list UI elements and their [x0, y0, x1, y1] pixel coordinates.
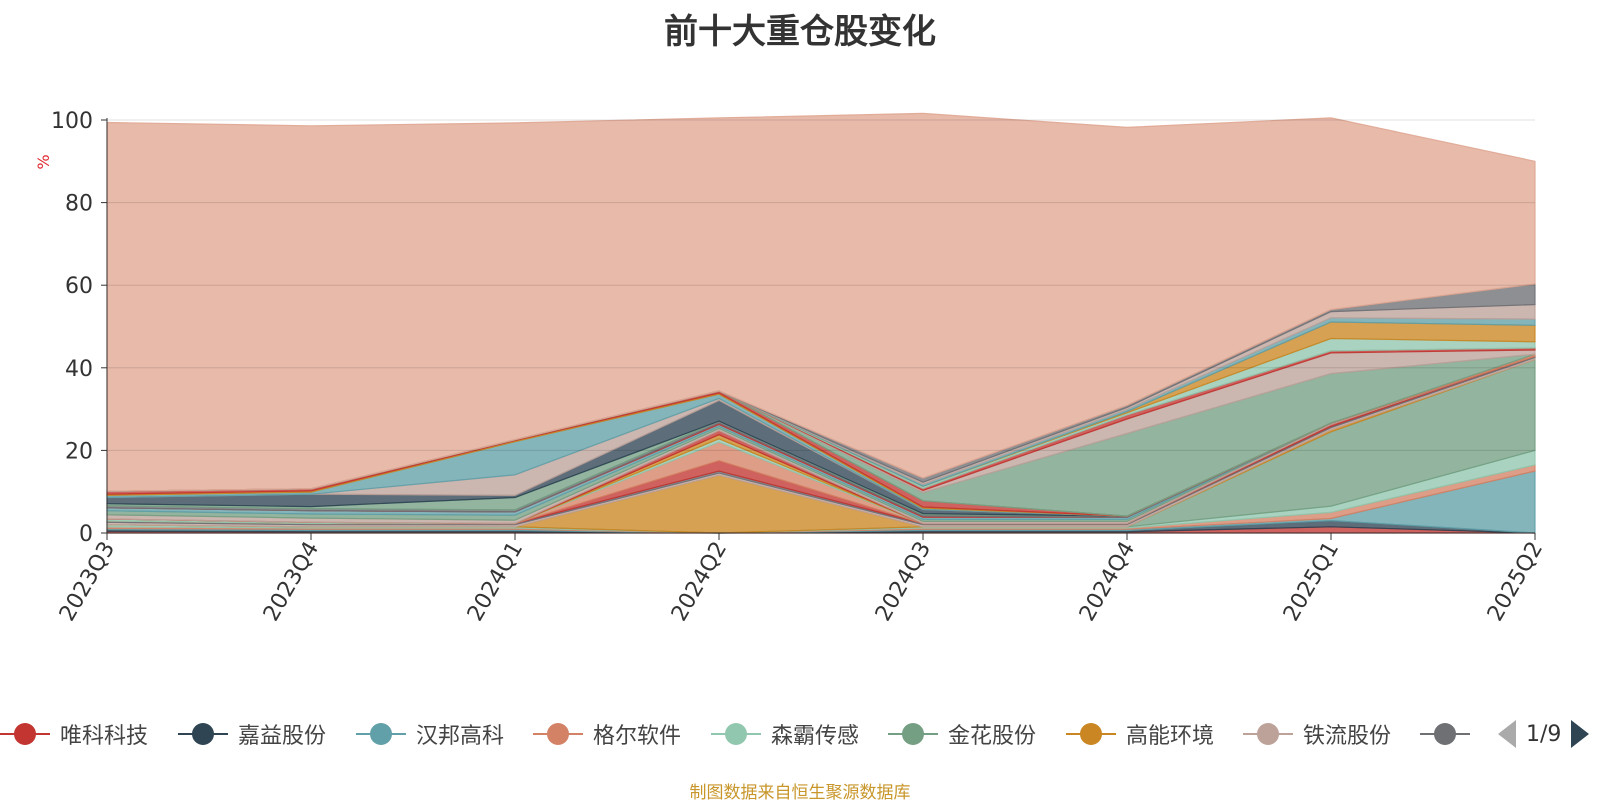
y-tick-label: 80: [65, 192, 93, 217]
y-tick-label: 0: [79, 522, 93, 547]
legend-label: 唯科科技: [60, 724, 149, 749]
legend-marker-icon: [1420, 716, 1470, 752]
x-tick-label: 2024Q4: [1075, 538, 1140, 626]
legend-marker-icon: [1243, 716, 1293, 752]
pager-next-arrow-icon[interactable]: [1571, 720, 1590, 748]
legend-label: 高能环境: [1126, 724, 1215, 749]
x-tick-label: 2023Q3: [55, 538, 120, 626]
y-tick-label: 100: [51, 109, 93, 134]
y-tick-label: 20: [65, 439, 93, 464]
legend-marker-icon: [178, 716, 228, 752]
x-tick-label: 2025Q2: [1483, 538, 1548, 626]
legend-marker-icon: [356, 716, 406, 752]
legend-item[interactable]: [1420, 716, 1480, 752]
legend-label: 格尔软件: [593, 724, 682, 749]
legend-label: 森霸传感: [771, 724, 860, 749]
pager-prev-arrow-icon[interactable]: [1498, 720, 1516, 748]
area-series-35: [106, 112, 1536, 492]
x-tick-label: 2024Q3: [871, 538, 936, 626]
y-axis-unit-label: %: [34, 154, 53, 169]
y-tick-label: 60: [65, 274, 93, 299]
y-tick-label: 40: [65, 357, 93, 382]
legend-marker-icon: [888, 716, 938, 752]
pager-page-indicator: 1/9: [1526, 721, 1562, 747]
chart-title: 前十大重仓股变化: [664, 12, 936, 52]
legend-item[interactable]: 铁流股份: [1243, 716, 1391, 752]
legend: 唯科科技 嘉益股份 汉邦高科 格尔软件 森霸传感 金花股份 高能环境 铁流股份: [0, 716, 1480, 752]
x-tick-label: 2023Q4: [259, 538, 324, 626]
legend-marker-icon: [711, 716, 761, 752]
legend-item[interactable]: 唯科科技: [0, 716, 148, 752]
legend-item[interactable]: 高能环境: [1066, 716, 1214, 752]
x-tick-label: 2024Q2: [667, 538, 732, 626]
legend-label: 金花股份: [948, 724, 1037, 749]
legend-label: 汉邦高科: [416, 724, 505, 749]
x-tick-label: 2025Q1: [1279, 538, 1344, 626]
legend-marker-icon: [0, 716, 50, 752]
legend-item[interactable]: 汉邦高科: [356, 716, 504, 752]
legend-item[interactable]: 森霸传感: [711, 716, 859, 752]
legend-label: 铁流股份: [1303, 724, 1392, 749]
legend-item[interactable]: 金花股份: [888, 716, 1036, 752]
legend-label: 嘉益股份: [238, 724, 327, 749]
source-footnote: 制图数据来自恒生聚源数据库: [689, 783, 911, 803]
legend-marker-icon: [533, 716, 583, 752]
legend-item[interactable]: 格尔软件: [533, 716, 681, 752]
legend-item[interactable]: 嘉益股份: [178, 716, 326, 752]
legend-marker-icon: [1066, 716, 1116, 752]
legend-pager: 1/9: [1498, 716, 1590, 752]
x-tick-label: 2024Q1: [463, 538, 528, 626]
